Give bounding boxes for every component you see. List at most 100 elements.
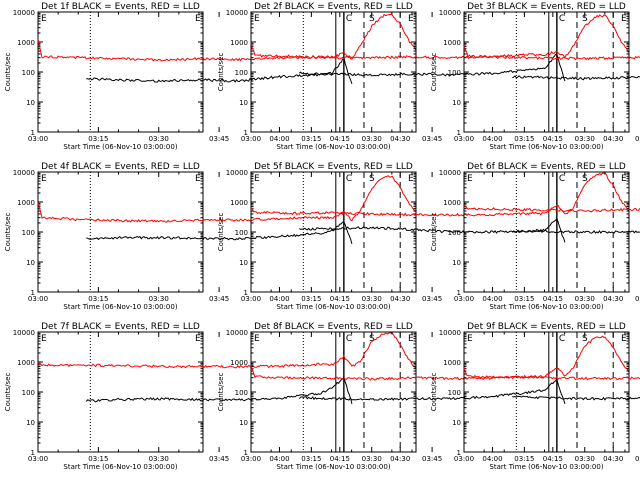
x-tick-label: 03:15 xyxy=(514,455,534,463)
marker-label: E xyxy=(467,334,473,344)
y-tick-label: 10000 xyxy=(13,329,35,337)
y-tick-label: 10000 xyxy=(13,169,35,177)
x-tick-label: 03:45 xyxy=(209,135,229,143)
plot-frame xyxy=(464,332,629,452)
y-tick-label: 10 xyxy=(452,259,461,267)
y-tick-label: 1000 xyxy=(17,359,35,367)
x-tick-label: 03:30 xyxy=(149,135,169,143)
y-axis-label: Counts/sec xyxy=(217,213,225,252)
marker-label: C xyxy=(559,174,565,184)
y-tick-label: 10000 xyxy=(439,9,461,17)
marker-label: E xyxy=(254,14,260,24)
panel-title: Det 8f BLACK = Events, RED = LLD xyxy=(254,322,413,332)
plot-frame xyxy=(464,12,629,132)
x-tick-label: 03:00 xyxy=(454,135,474,143)
x-tick-label: 03:00 xyxy=(454,295,474,303)
y-tick-label: 10 xyxy=(26,419,35,427)
panel-title: Det 7f BLACK = Events, RED = LLD xyxy=(41,322,200,332)
panel-title: Det 3f BLACK = Events, RED = LLD xyxy=(467,2,626,12)
events-series-line xyxy=(512,218,640,241)
x-tick-label: 03:15 xyxy=(514,135,534,143)
y-tick-label: 10 xyxy=(26,99,35,107)
marker-label: E xyxy=(467,174,473,184)
x-tick-label: 03:45 xyxy=(422,295,442,303)
x-tick-label: 03:00 xyxy=(241,135,261,143)
x-axis-label: Start Time (06-Nov-10 03:00:00) xyxy=(63,303,177,311)
marker-label: E xyxy=(41,174,47,184)
plot-frame xyxy=(38,12,203,132)
marker-label: E xyxy=(621,174,627,184)
y-tick-label: 1000 xyxy=(443,359,461,367)
x-tick-label: 03:30 xyxy=(575,135,595,143)
y-tick-label: 100 xyxy=(235,229,248,237)
y-tick-label: 10 xyxy=(239,99,248,107)
y-axis-label: Counts/sec xyxy=(4,373,12,412)
marker-label: E xyxy=(41,334,47,344)
detector-panel-7: Det 7f BLACK = Events, RED = LLD11010010… xyxy=(4,322,416,471)
marker-label: C xyxy=(346,14,352,24)
x-tick-label: 04:00 xyxy=(482,295,502,303)
plot-frame xyxy=(464,172,629,292)
x-axis-label: Start Time (06-Nov-10 03:00:00) xyxy=(489,143,603,151)
x-tick-label: 04:00 xyxy=(482,135,502,143)
x-tick-label: 04:15 xyxy=(543,295,563,303)
y-tick-label: 1000 xyxy=(443,39,461,47)
x-tick-label: 04:30 xyxy=(390,135,410,143)
plot-frame xyxy=(38,172,203,292)
y-tick-label: 10 xyxy=(239,419,248,427)
x-tick-label: 03:30 xyxy=(575,295,595,303)
x-tick-label: 03:45 xyxy=(209,455,229,463)
x-tick-label: 03:15 xyxy=(88,135,108,143)
x-tick-label: 03:00 xyxy=(28,455,48,463)
y-tick-label: 100 xyxy=(448,389,461,397)
panel-title: Det 9f BLACK = Events, RED = LLD xyxy=(467,322,626,332)
x-tick-label: 03:15 xyxy=(301,455,321,463)
x-tick-label: 03:45 xyxy=(422,455,442,463)
x-tick-label: 03:45 xyxy=(422,135,442,143)
y-tick-label: 100 xyxy=(22,69,35,77)
y-tick-label: 10000 xyxy=(13,9,35,17)
y-tick-label: 100 xyxy=(448,229,461,237)
x-tick-label: 03:30 xyxy=(362,455,382,463)
marker-label: C xyxy=(559,334,565,344)
x-tick-label: 03:00 xyxy=(28,135,48,143)
y-tick-label: 10000 xyxy=(226,169,248,177)
y-tick-label: 10 xyxy=(452,419,461,427)
marker-label: E xyxy=(254,174,260,184)
marker-label: E xyxy=(621,334,627,344)
detector-panel-6: Det 6f BLACK = Events, RED = LLD 1 10 100 10… xyxy=(430,162,640,311)
panel-title: Det 1f BLACK = Events, RED = LLD xyxy=(41,2,200,12)
marker-label: E xyxy=(195,14,201,24)
x-tick-label: 03:30 xyxy=(575,455,595,463)
x-tick-label: 03:45 xyxy=(635,135,640,143)
y-tick-label: 1000 xyxy=(230,199,248,207)
y-tick-label: 1000 xyxy=(17,199,35,207)
x-axis-label: Start Time (06-Nov-10 03:00:00) xyxy=(489,463,603,471)
x-tick-label: 04:30 xyxy=(390,455,410,463)
detector-panel-3: Det 3f BLACK = Events, RED = LLD 1 10 100 10… xyxy=(430,2,640,151)
marker-label: E xyxy=(408,334,414,344)
y-axis-label: Counts/sec xyxy=(430,53,438,92)
y-tick-label: 1000 xyxy=(443,199,461,207)
x-tick-label: 03:15 xyxy=(301,135,321,143)
marker-label: C xyxy=(559,14,565,24)
marker-label: E xyxy=(195,174,201,184)
x-tick-label: 03:30 xyxy=(149,455,169,463)
x-tick-label: 03:45 xyxy=(635,455,640,463)
y-tick-label: 1000 xyxy=(230,359,248,367)
y-tick-label: 10000 xyxy=(439,169,461,177)
marker-label: C xyxy=(346,334,352,344)
marker-label: E xyxy=(195,334,201,344)
y-tick-label: 1000 xyxy=(230,39,248,47)
x-axis-label: Start Time (06-Nov-10 03:00:00) xyxy=(489,303,603,311)
x-tick-label: 03:00 xyxy=(241,295,261,303)
y-axis-label: Counts/sec xyxy=(217,373,225,412)
lld-series-line xyxy=(38,333,416,369)
x-tick-label: 03:00 xyxy=(241,455,261,463)
marker-label: E xyxy=(408,174,414,184)
x-tick-label: 04:30 xyxy=(390,295,410,303)
y-axis-label: Counts/sec xyxy=(430,373,438,412)
y-tick-label: 10000 xyxy=(439,329,461,337)
x-tick-label: 03:45 xyxy=(635,295,640,303)
